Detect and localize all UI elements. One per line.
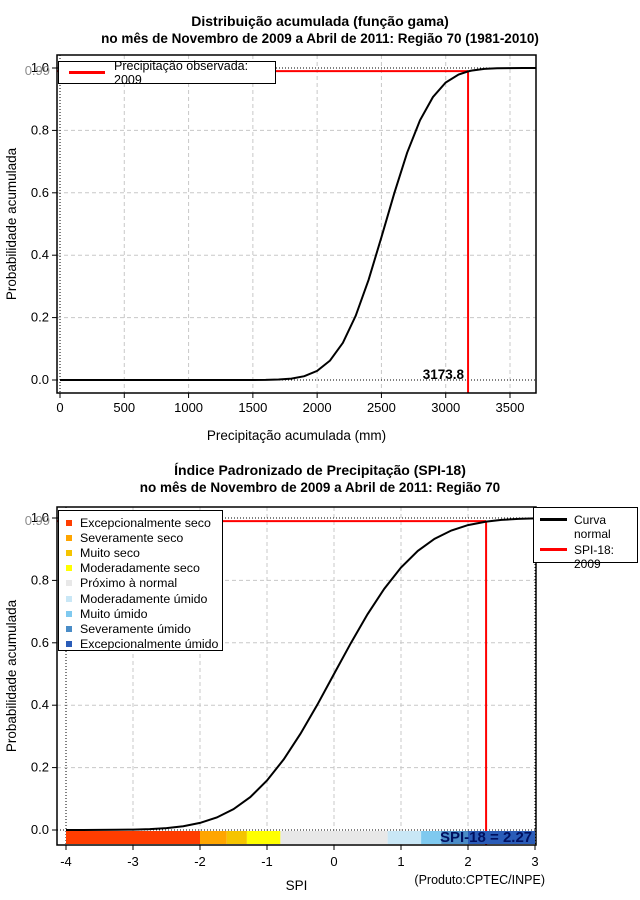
legend-precip-observed: Precipitação observada: 2009 (58, 58, 276, 87)
category-swatch-icon (66, 580, 72, 587)
y-tick-label: 1.0 (31, 510, 49, 525)
chart1-title-line2: no mês de Novembro de 2009 a Abril de 20… (101, 31, 539, 46)
normal-cdf-curve (66, 517, 536, 831)
plot-border (56, 54, 537, 394)
y-tick-label: 1.0 (31, 60, 49, 75)
x-axis-title: Precipitação acumulada (mm) (207, 428, 386, 443)
category-swatch-icon (66, 549, 72, 556)
legend-item: Muito úmido (66, 606, 222, 621)
category-swatch-icon (66, 625, 72, 632)
spi-category-bar-segment (441, 831, 468, 844)
spi-value-label: SPI-18 = 2.27 (440, 829, 532, 846)
y-tick-label: 0.6 (31, 185, 49, 200)
spi-category-bar-segment (200, 831, 227, 844)
x-tick-label: 3 (531, 854, 538, 869)
category-label: Severamente úmido (80, 621, 191, 636)
x-tick-label: 1 (397, 854, 404, 869)
product-credit: (Produto:CPTEC/INPE) (414, 873, 545, 887)
legend-item: Próximo à normal (66, 576, 222, 591)
category-swatch-icon (66, 641, 72, 648)
x-tick-label: 2000 (303, 400, 332, 415)
plot-border (56, 506, 537, 846)
x-tick-label: 0 (330, 854, 337, 869)
chart2-title-line1: Índice Padronizado de Precipitação (SPI-… (174, 462, 466, 478)
x-tick-label: 1500 (238, 400, 267, 415)
category-swatch-icon (66, 519, 72, 526)
legend-item: SPI-18: 2009 (540, 543, 637, 571)
spi-category-bar-segment (246, 831, 281, 844)
legend-label: Curva normal (574, 513, 611, 541)
y-tick-label: 0.0 (31, 822, 49, 837)
x-tick-label: -2 (194, 854, 206, 869)
y-axis-title: Probabilidade acumulada (4, 599, 19, 752)
red-line-sample-icon (69, 71, 105, 74)
curve-legend: Curva normal SPI-18: 2009 (533, 507, 638, 571)
category-label: Muito seco (80, 545, 140, 560)
spi-category-legend: Excepcionalmente seco Severamente seco Mui… (58, 510, 223, 651)
category-swatch-icon (66, 534, 72, 541)
category-swatch-icon (66, 565, 72, 572)
y-tick-label: 0.6 (31, 635, 49, 650)
x-tick-label: 500 (113, 400, 135, 415)
spi-category-bar-segment (387, 831, 422, 844)
x-tick-label: -3 (127, 854, 139, 869)
chart1-title: Distribuição acumulada (função gama) no … (0, 12, 640, 48)
category-label: Próximo à normal (80, 576, 178, 591)
y-tick-label: 0.4 (31, 247, 49, 262)
spi-category-bar-segment (421, 831, 442, 844)
legend-item: Moderadamente seco (66, 561, 222, 576)
y-axis-title: Probabilidade acumulada (4, 147, 19, 300)
category-label: Excepcionalmente úmido (80, 637, 219, 652)
spi-category-bar-segment (468, 831, 535, 844)
category-label: Severamente seco (80, 530, 184, 545)
y-tick-label: 0.8 (31, 572, 49, 587)
gray-099-label: 0.99 (25, 63, 50, 78)
legend-item: Excepcionalmente úmido (66, 637, 222, 652)
category-label: Moderadamente úmido (80, 591, 208, 606)
x-tick-label: -1 (261, 854, 273, 869)
x-tick-label: 3500 (496, 400, 525, 415)
category-label: Excepcionalmente seco (80, 515, 211, 530)
x-tick-label: 0 (56, 400, 63, 415)
category-label: Muito úmido (80, 606, 148, 621)
x-tick-label: 1000 (174, 400, 203, 415)
chart1-title-line1: Distribuição acumulada (função gama) (191, 13, 449, 29)
line-sample-icon (540, 518, 567, 521)
x-tick-label: 2500 (367, 400, 396, 415)
legend-item: Severamente úmido (66, 621, 222, 636)
chart2-title-line2: no mês de Novembro de 2009 a Abril de 20… (139, 480, 501, 495)
x-tick-label: -4 (60, 854, 72, 869)
y-tick-label: 0.2 (31, 310, 49, 325)
legend-precip-observed-label: Precipitação observada: 2009 (114, 58, 249, 87)
y-tick-label: 0.4 (31, 697, 49, 712)
spi-category-bar-segment (66, 831, 200, 844)
y-tick-label: 0.2 (31, 760, 49, 775)
legend-item: Muito seco (66, 545, 222, 560)
x-axis-title: SPI (286, 878, 308, 893)
legend-item: Excepcionalmente seco (66, 515, 222, 530)
gamma-cdf-curve (60, 67, 536, 381)
category-swatch-icon (66, 610, 72, 617)
category-swatch-icon (66, 595, 72, 602)
chart2-title: Índice Padronizado de Precipitação (SPI-… (0, 461, 640, 497)
x-tick-label: 2 (464, 854, 471, 869)
x-tick-label: 3000 (431, 400, 460, 415)
y-tick-label: 0.8 (31, 122, 49, 137)
gray-099-label: 0.99 (25, 513, 50, 528)
line-sample-icon (540, 548, 567, 551)
legend-item: Severamente seco (66, 530, 222, 545)
spi-category-bar-segment (280, 831, 388, 844)
y-tick-label: 0.0 (31, 372, 49, 387)
legend-item: Curva normal (540, 513, 637, 541)
category-label: Moderadamente seco (80, 561, 200, 576)
spi-category-bar-segment (226, 831, 247, 844)
marker-x-value-label: 3173.8 (423, 367, 465, 382)
legend-label: SPI-18: 2009 (574, 543, 615, 571)
legend-item: Moderadamente úmido (66, 591, 222, 606)
